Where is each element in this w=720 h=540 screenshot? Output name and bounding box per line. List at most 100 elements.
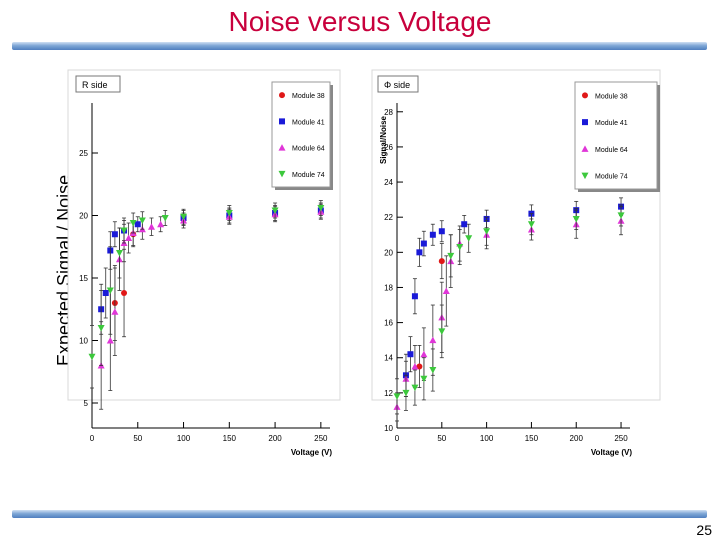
page-number: 25 (696, 522, 712, 538)
legend-marker (581, 172, 589, 180)
bottom-rule (12, 510, 707, 518)
legend-box (271, 81, 331, 188)
x-tick-label: 150 (525, 434, 539, 443)
top-rule (12, 42, 707, 50)
data-point (121, 290, 128, 296)
y-tick-label: 26 (384, 143, 393, 152)
data-point (106, 287, 114, 294)
data-point (617, 212, 625, 219)
legend-label: Module 74 (292, 172, 325, 179)
y-tick-label: 15 (79, 274, 88, 283)
data-point (157, 220, 165, 228)
panel-title: Φ side (384, 80, 410, 90)
panel-title-box (75, 75, 121, 93)
data-point (225, 210, 233, 217)
slide-title: Noise versus Voltage (228, 6, 492, 37)
panel-r-side: R side 0 50 100 150 200 250 5 10 15 20 25 Voltage (V… (67, 69, 341, 457)
data-point (420, 240, 427, 247)
data-point (416, 363, 423, 370)
data-point (442, 287, 450, 294)
data-point (456, 244, 464, 251)
data-point (411, 363, 419, 370)
x-axis-label: Voltage (V) (291, 448, 333, 457)
data-point (420, 375, 428, 383)
x-tick-label: 250 (314, 434, 328, 443)
legend-marker (582, 119, 588, 126)
data-point (393, 393, 401, 400)
data-point (125, 234, 133, 241)
legend-marker (279, 92, 285, 99)
x-tick-label: 250 (614, 434, 628, 443)
legend: Module 38 Module 41 Module 64 Module 74 (574, 81, 660, 192)
data-point (461, 221, 468, 228)
x-tick-label: 200 (268, 434, 282, 443)
x-axis-label: Voltage (V) (591, 448, 633, 457)
y-tick-label: 16 (384, 319, 393, 328)
x-tick-label: 50 (437, 434, 446, 443)
data-point (102, 290, 109, 296)
legend-label: Module 41 (292, 119, 325, 126)
data-point (429, 367, 437, 374)
legend-marker (582, 92, 588, 99)
y-tick-label: 12 (384, 389, 393, 398)
data-point (438, 258, 445, 265)
data-point (129, 220, 137, 227)
x-tick-label: 150 (223, 434, 237, 443)
y-tick-label: 10 (79, 337, 88, 346)
data-point (97, 325, 105, 332)
data-point (411, 384, 419, 392)
data-point (438, 228, 445, 235)
legend-label: Module 74 (595, 174, 628, 181)
data-point (447, 252, 455, 260)
x-tick-label: 0 (395, 434, 400, 443)
legend-marker (278, 144, 286, 151)
legend-label: Module 38 (292, 93, 325, 100)
data-point (465, 235, 473, 242)
y-tick-label: 25 (79, 149, 88, 158)
data-point (572, 215, 580, 223)
y-tick-label: 10 (384, 424, 393, 433)
data-point (111, 231, 118, 238)
data-point (271, 207, 279, 214)
panel-phi-side: Φ side 0 50 100 150 200 250 10 12 14 16 18 20 22 24 26 2… (371, 69, 661, 457)
x-tick-label: 50 (133, 434, 142, 443)
data-point (527, 221, 535, 228)
panel-title: R side (82, 80, 108, 90)
y-tick-label: 18 (384, 283, 393, 292)
y-tick-label: 14 (384, 354, 393, 363)
legend-label: Module 64 (292, 146, 325, 153)
data-point (88, 353, 96, 361)
legend-marker (278, 170, 286, 178)
series-module-74 (88, 200, 325, 389)
series-module-74 (393, 204, 625, 415)
data-point (161, 215, 169, 222)
data-point (317, 205, 325, 212)
panel-title-box (377, 75, 419, 93)
legend: Module 38 Module 41 Module 64 Module 74 (271, 81, 333, 190)
data-point (438, 328, 446, 335)
data-point (180, 213, 188, 221)
data-point (420, 350, 428, 358)
data-point (106, 337, 114, 344)
y-tick-label: 5 (84, 399, 89, 408)
y-tick-label: 28 (384, 108, 393, 117)
x-tick-label: 0 (90, 434, 95, 443)
x-tick-label: 100 (480, 434, 494, 443)
data-point (138, 217, 146, 224)
data-point (483, 228, 491, 235)
y-tick-label: 22 (384, 213, 393, 222)
data-point (407, 351, 414, 358)
y-tick-label: 20 (384, 248, 393, 257)
y-axis-label: Signal/Noise (379, 115, 388, 164)
x-tick-label: 100 (177, 434, 191, 443)
legend-label: Module 64 (595, 147, 628, 154)
data-point (411, 293, 418, 300)
data-point (416, 249, 423, 256)
legend-box (574, 81, 658, 190)
data-point (429, 231, 436, 238)
data-point (402, 389, 410, 397)
legend-label: Module 41 (595, 120, 628, 127)
data-point (115, 250, 123, 257)
y-tick-label: 24 (384, 178, 393, 187)
data-point (120, 227, 128, 234)
